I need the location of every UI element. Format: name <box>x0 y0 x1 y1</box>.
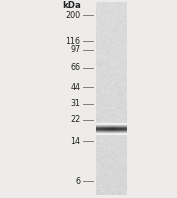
Text: 66: 66 <box>71 63 81 72</box>
Text: 6: 6 <box>76 177 81 186</box>
Text: kDa: kDa <box>62 1 81 10</box>
Text: 97: 97 <box>70 45 81 54</box>
Text: 14: 14 <box>71 137 81 146</box>
Text: 116: 116 <box>65 37 81 46</box>
Bar <box>96 3 127 195</box>
Text: 31: 31 <box>71 99 81 108</box>
Text: 22: 22 <box>70 115 81 124</box>
Text: 44: 44 <box>71 83 81 92</box>
Text: 200: 200 <box>65 11 81 20</box>
